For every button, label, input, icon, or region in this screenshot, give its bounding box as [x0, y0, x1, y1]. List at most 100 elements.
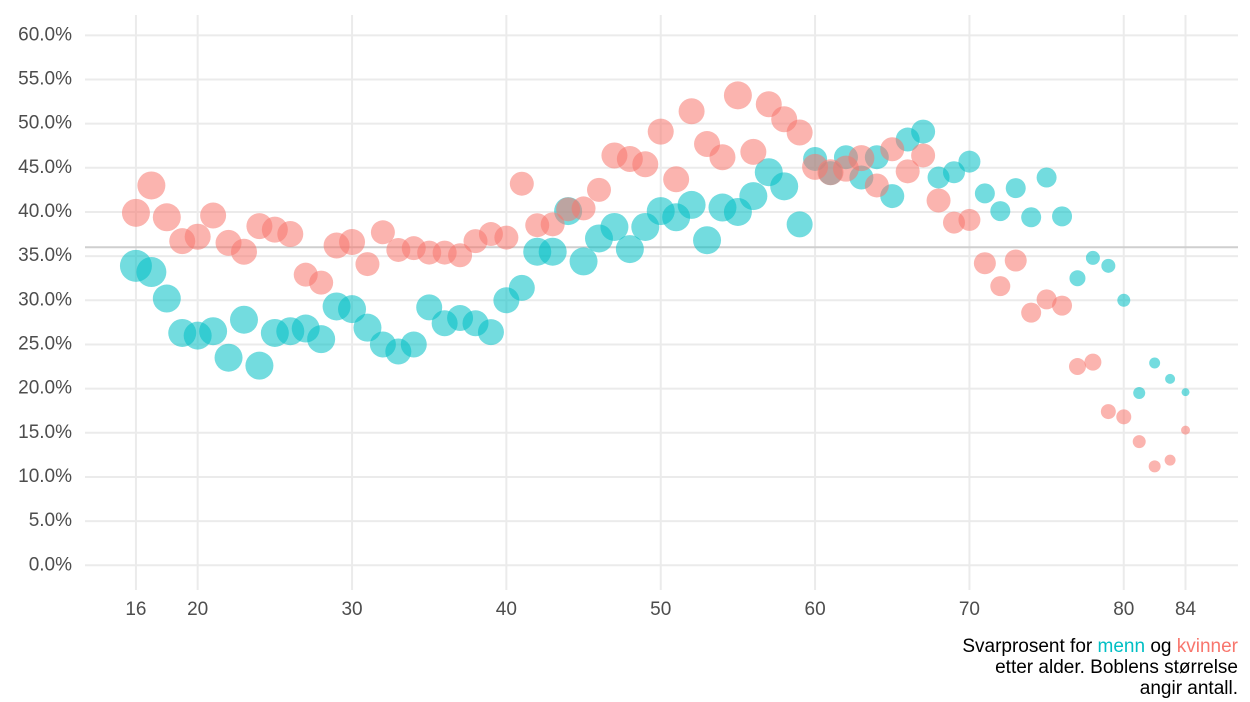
bubble — [911, 119, 936, 144]
x-tick-label: 50 — [650, 599, 671, 620]
bubble — [895, 159, 920, 184]
x-tick-label: 30 — [341, 599, 362, 620]
bubble — [1148, 460, 1161, 473]
bubble — [911, 143, 936, 168]
bubble — [508, 274, 535, 301]
bubble — [494, 225, 519, 250]
bubble — [647, 118, 674, 145]
legend-entry: menn — [1097, 636, 1146, 657]
bubble — [1084, 353, 1102, 371]
x-tick-label: 16 — [125, 599, 146, 620]
bubble — [1181, 425, 1190, 435]
bubble — [307, 325, 336, 354]
bubble — [677, 190, 706, 219]
bubble — [245, 351, 274, 380]
bubble — [990, 276, 1011, 297]
bubble — [1132, 435, 1146, 449]
bubble — [1133, 387, 1146, 400]
y-tick-label: 55.0% — [18, 68, 72, 89]
bubble — [786, 119, 813, 146]
bubble — [990, 201, 1011, 222]
bubble — [632, 151, 659, 178]
bubble — [214, 343, 243, 372]
bubble — [709, 144, 736, 171]
bubble — [230, 238, 257, 265]
bubble — [586, 177, 611, 202]
bubble — [663, 166, 690, 193]
bubble — [740, 138, 767, 165]
caption: Svarprosent for menn og kvinner etter al… — [962, 636, 1238, 699]
y-tick-label: 25.0% — [18, 333, 72, 354]
chart: 0.0% 5.0% 10.0% 15.0% 20.0% 25.0% 30.0% 35.0% 40… — [18, 15, 1238, 620]
y-tick-label: 10.0% — [18, 466, 72, 487]
y-tick-label: 30.0% — [18, 289, 72, 310]
bubble — [864, 173, 889, 198]
bubble — [152, 284, 181, 313]
bubble — [739, 182, 768, 211]
bubble — [184, 223, 211, 250]
bubble — [400, 331, 427, 358]
bubble — [1068, 358, 1086, 376]
bubble — [571, 196, 596, 221]
bubble — [973, 252, 996, 275]
bubble — [1149, 357, 1161, 369]
x-tick-label: 20 — [187, 599, 208, 620]
bubble — [1085, 250, 1100, 265]
bubble — [370, 220, 395, 245]
bubble — [199, 317, 228, 346]
bubble — [121, 198, 150, 227]
bubble — [136, 257, 167, 288]
bubble — [958, 208, 981, 231]
x-tick-label: 84 — [1175, 599, 1197, 620]
bubble — [355, 252, 380, 277]
x-tick-label: 60 — [805, 599, 826, 620]
y-tick-label: 0.0% — [29, 554, 72, 575]
bubble — [615, 235, 644, 264]
bubble — [958, 150, 981, 173]
bubble — [509, 171, 534, 196]
bubble — [339, 228, 366, 255]
bubble — [1101, 258, 1116, 273]
bubble — [848, 145, 875, 172]
bubble — [1052, 295, 1073, 316]
y-tick-label: 20.0% — [18, 378, 72, 399]
bubble — [926, 188, 951, 213]
caption-text: Svarprosent for — [962, 636, 1093, 657]
bubble — [1116, 409, 1132, 425]
bubble — [723, 81, 752, 110]
bubble — [1069, 270, 1086, 287]
bubble — [942, 161, 965, 184]
bubble — [880, 137, 905, 162]
x-tick-label: 40 — [496, 599, 517, 620]
bubble — [540, 212, 565, 237]
bubble — [1005, 178, 1026, 199]
bubble — [152, 203, 181, 232]
bubble — [1036, 289, 1057, 310]
y-tick-label: 35.0% — [18, 245, 72, 266]
legend-entry: kvinner — [1176, 636, 1238, 657]
bubble — [338, 295, 367, 324]
bubble — [477, 319, 504, 346]
bubble — [1036, 167, 1057, 188]
y-tick-label: 45.0% — [18, 157, 72, 178]
x-tick-label: 70 — [959, 599, 980, 620]
bubble — [770, 172, 799, 201]
bubble — [1100, 404, 1116, 420]
bubble — [600, 212, 629, 241]
caption-text: angir antall. — [1139, 678, 1238, 699]
bubble — [1004, 249, 1027, 272]
bubble — [569, 247, 598, 276]
bubble — [448, 243, 473, 268]
bubble — [974, 183, 995, 204]
bubble — [1165, 373, 1176, 384]
y-tick-label: 40.0% — [18, 201, 72, 222]
bubble — [1117, 293, 1131, 307]
bubble — [137, 171, 166, 200]
bubble — [693, 226, 722, 255]
caption-text: og — [1150, 636, 1172, 657]
bubble — [200, 202, 227, 229]
bubble — [1021, 302, 1042, 323]
y-tick-label: 60.0% — [18, 24, 72, 45]
bubble — [229, 305, 258, 334]
bubble — [538, 237, 567, 266]
